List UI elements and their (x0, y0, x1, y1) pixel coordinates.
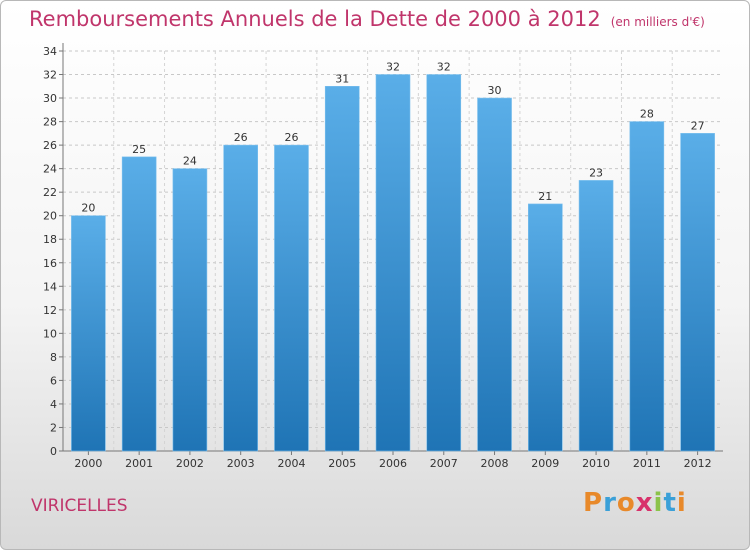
y-tick-label: 26 (43, 139, 57, 152)
data-label-2005: 31 (335, 72, 349, 85)
x-tick-label-2003: 2003 (227, 457, 255, 470)
y-tick-label: 6 (50, 374, 57, 387)
x-tick-label-2012: 2012 (684, 457, 712, 470)
y-tick-label: 16 (43, 257, 57, 270)
y-tick-label: 20 (43, 210, 57, 223)
title-unit: (en milliers d'€) (610, 15, 705, 29)
y-tick-label: 10 (43, 327, 57, 340)
logo-letter: i (676, 488, 687, 518)
y-tick-label: 12 (43, 304, 57, 317)
y-tick-label: 8 (50, 351, 57, 364)
y-tick-label: 34 (43, 45, 57, 58)
logo-letter: t (663, 488, 677, 518)
bar-2008 (477, 97, 512, 452)
x-tick-label-2005: 2005 (328, 457, 356, 470)
logo-letter: x (635, 488, 654, 518)
commune-name: VIRICELLES (31, 496, 128, 516)
data-label-2006: 32 (386, 61, 400, 74)
data-label-2004: 26 (284, 131, 298, 144)
bar-2007 (426, 74, 462, 452)
x-tick-label-2004: 2004 (277, 457, 305, 470)
y-tick-label: 14 (43, 280, 57, 293)
data-label-2007: 32 (437, 61, 451, 74)
y-tick-label: 22 (43, 186, 57, 199)
y-tick-label: 32 (43, 69, 57, 82)
labels: 20 25 24 26 26 31 32 32 30 21 23 28 27 (81, 61, 704, 215)
logo-letter: o (616, 488, 636, 518)
y-tick-label: 28 (43, 116, 57, 129)
x-tick-label-2001: 2001 (125, 457, 153, 470)
x-tick-label-2008: 2008 (481, 457, 509, 470)
data-label-2009: 21 (538, 190, 552, 203)
x-tick-label-2006: 2006 (379, 457, 407, 470)
logo-letter: P (583, 488, 604, 518)
proxiti-logo[interactable]: Proxiti (583, 488, 687, 518)
y-tick-label: 24 (43, 163, 57, 176)
data-label-2000: 20 (81, 202, 95, 215)
data-label-2002: 24 (183, 155, 197, 168)
title-text: Remboursements Annuels de la Dette de 20… (29, 7, 601, 31)
data-label-2012: 27 (691, 119, 705, 132)
x-tick-label-2011: 2011 (633, 457, 661, 470)
bar-2000 (71, 215, 106, 452)
y-tick-label: 4 (50, 398, 57, 411)
data-label-2001: 25 (132, 143, 146, 156)
y-tick-label: 0 (50, 445, 57, 458)
x-tick-label-2010: 2010 (582, 457, 610, 470)
bar-2001 (121, 156, 157, 452)
data-label-2003: 26 (234, 131, 248, 144)
bar-2010 (578, 180, 614, 452)
x-tick-label-2000: 2000 (74, 457, 102, 470)
bars (71, 74, 715, 452)
logo-letter: r (603, 488, 617, 518)
bar-2002 (172, 168, 208, 452)
y-tick-label: 2 (50, 421, 57, 434)
bar-2011 (629, 121, 665, 452)
bar-2006 (375, 74, 411, 452)
y-tick-label: 18 (43, 233, 57, 246)
data-label-2010: 23 (589, 166, 603, 179)
bar-2012 (680, 133, 715, 452)
bar-2003 (223, 144, 258, 452)
data-label-2008: 30 (488, 84, 502, 97)
y-tick-label: 30 (43, 92, 57, 105)
x-tick-label-2002: 2002 (176, 457, 204, 470)
data-label-2011: 28 (640, 108, 654, 121)
bar-2005 (324, 85, 360, 452)
x-tick-label-2009: 2009 (531, 457, 559, 470)
bar-2004 (274, 144, 309, 452)
logo-letter: i (653, 488, 664, 518)
bar-2009 (528, 203, 563, 452)
chart-title: Remboursements Annuels de la Dette de 20… (29, 7, 705, 31)
x-tick-label-2007: 2007 (430, 457, 458, 470)
